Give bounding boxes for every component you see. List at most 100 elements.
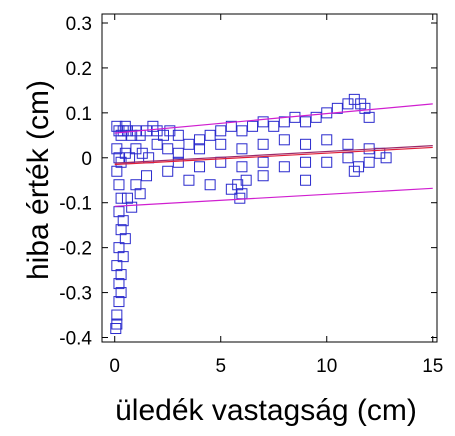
data-point [247, 120, 259, 132]
data-point [355, 98, 367, 110]
data-point [342, 138, 354, 150]
data-point [310, 111, 322, 123]
data-point [183, 174, 195, 186]
data-point [110, 323, 122, 335]
data-point [126, 129, 138, 141]
data-point [257, 116, 269, 128]
data-point [115, 192, 127, 204]
data-point [111, 120, 123, 132]
data-point [162, 165, 174, 177]
data-point [321, 156, 333, 168]
data-point [348, 165, 360, 177]
data-point [321, 134, 333, 146]
x-axis: 0 5 10 15 [109, 14, 443, 377]
data-point [268, 120, 280, 132]
series-line [114, 145, 433, 164]
data-point [141, 170, 153, 182]
data-point [111, 318, 123, 330]
plot-area-frame [101, 13, 438, 343]
data-point [380, 152, 392, 164]
data-point [119, 120, 131, 132]
data-point [257, 156, 269, 168]
data-point [115, 129, 127, 141]
data-point [342, 152, 354, 164]
data-point [300, 156, 312, 168]
data-point [194, 134, 206, 146]
data-point [151, 125, 163, 137]
data-point [300, 174, 312, 186]
data-point [278, 134, 290, 146]
data-point [257, 170, 269, 182]
data-point [278, 161, 290, 173]
data-point [236, 125, 248, 137]
data-point [130, 143, 142, 155]
data-point [121, 125, 133, 137]
fit-lines [114, 103, 433, 207]
data-point [111, 165, 123, 177]
data-point [172, 156, 184, 168]
series-line [114, 146, 433, 166]
y-tick-label: 0.3 [66, 14, 92, 35]
data-point [232, 179, 244, 191]
data-point [172, 129, 184, 141]
data-point [151, 138, 163, 150]
data-point [204, 129, 216, 141]
data-point [113, 242, 125, 254]
data-point [113, 206, 125, 218]
data-point [115, 224, 127, 236]
data-point [236, 143, 248, 155]
data-point [215, 138, 227, 150]
data-point [236, 161, 248, 173]
data-point [240, 174, 252, 186]
series-line [114, 103, 433, 134]
data-point [113, 179, 125, 191]
x-axis-label: üledék vastagság (cm) [115, 394, 417, 427]
data-point [162, 143, 174, 155]
data-point [134, 188, 146, 200]
x-tick-label: 0 [109, 356, 120, 377]
data-point [183, 138, 195, 150]
data-point [115, 287, 127, 299]
y-tick-label: 0.2 [66, 59, 92, 80]
y-tick-label: -0.2 [59, 239, 92, 260]
data-point [342, 98, 354, 110]
data-point [111, 309, 123, 321]
data-point [115, 269, 127, 281]
data-point [300, 116, 312, 128]
data-point [113, 296, 125, 308]
data-point [117, 215, 129, 227]
series-line [114, 187, 433, 207]
data-point [353, 161, 365, 173]
data-point [157, 129, 169, 141]
y-tick-label: -0.3 [59, 284, 92, 305]
y-tick-label: 0 [81, 149, 92, 170]
data-point [194, 143, 206, 155]
data-point [204, 179, 216, 191]
x-tick-label: 10 [316, 356, 337, 377]
data-point [331, 102, 343, 114]
y-tick-label: -0.4 [59, 329, 92, 350]
data-point [225, 120, 237, 132]
data-point [117, 251, 129, 263]
data-point [300, 138, 312, 150]
data-point [111, 260, 123, 272]
data-point [257, 138, 269, 150]
data-point [215, 125, 227, 137]
data-point [278, 116, 290, 128]
x-tick-label: 15 [422, 356, 443, 377]
x-tick-label: 5 [215, 356, 226, 377]
data-point [136, 147, 148, 159]
y-tick-label: 0.1 [66, 104, 92, 125]
data-point [234, 192, 246, 204]
data-point [164, 125, 176, 137]
data-point [363, 156, 375, 168]
data-point [359, 102, 371, 114]
y-tick-label: -0.1 [59, 194, 92, 215]
data-point [363, 111, 375, 123]
data-point [119, 233, 131, 245]
y-axis-label: hiba érték (cm) [22, 80, 55, 280]
data-point [130, 179, 142, 191]
data-point [348, 93, 360, 105]
data-point [172, 147, 184, 159]
